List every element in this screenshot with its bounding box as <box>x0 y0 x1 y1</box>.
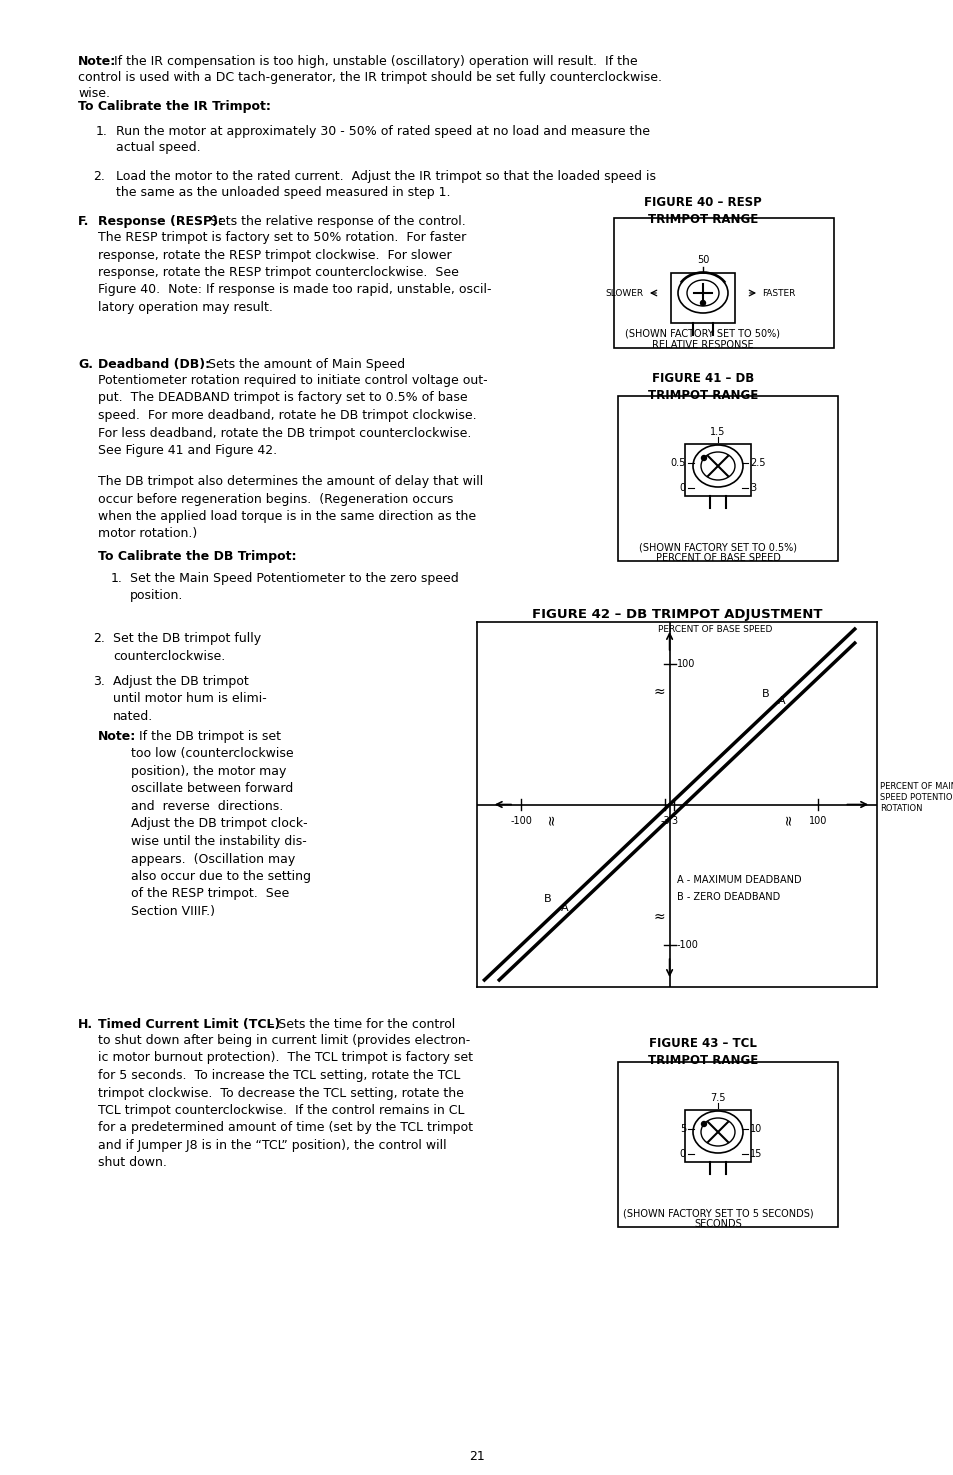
Text: Note:: Note: <box>78 55 116 68</box>
Text: ≈: ≈ <box>543 813 558 825</box>
Text: G.: G. <box>78 358 92 372</box>
Text: RELATIVE RESPONSE: RELATIVE RESPONSE <box>652 341 753 350</box>
Text: actual speed.: actual speed. <box>116 142 200 153</box>
Text: To Calibrate the IR Trimpot:: To Calibrate the IR Trimpot: <box>78 100 271 114</box>
Text: 10: 10 <box>749 1124 761 1134</box>
Text: Set the DB trimpot fully
counterclockwise.: Set the DB trimpot fully counterclockwis… <box>112 631 261 662</box>
Text: 21: 21 <box>469 1450 484 1463</box>
Text: PERCENT OF MAIN
SPEED POTENTIOMETER
ROTATION: PERCENT OF MAIN SPEED POTENTIOMETER ROTA… <box>879 782 953 813</box>
Text: (SHOWN FACTORY SET TO 50%): (SHOWN FACTORY SET TO 50%) <box>625 329 780 339</box>
Text: Note:: Note: <box>98 730 136 743</box>
Text: If the IR compensation is too high, unstable (oscillatory) operation will result: If the IR compensation is too high, unst… <box>113 55 637 68</box>
Text: B: B <box>543 894 551 904</box>
Text: FIGURE 43 – TCL
TRIMPOT RANGE: FIGURE 43 – TCL TRIMPOT RANGE <box>647 1037 758 1066</box>
Text: 15: 15 <box>749 1149 761 1159</box>
Text: Deadband (DB):: Deadband (DB): <box>98 358 210 372</box>
Text: (SHOWN FACTORY SET TO 0.5%): (SHOWN FACTORY SET TO 0.5%) <box>639 541 796 552</box>
FancyBboxPatch shape <box>684 1111 750 1162</box>
Text: SLOWER: SLOWER <box>605 289 643 298</box>
FancyBboxPatch shape <box>684 444 750 496</box>
Text: 100: 100 <box>808 816 826 826</box>
Text: ≈: ≈ <box>653 910 664 923</box>
Text: 2.: 2. <box>92 631 105 645</box>
Text: 100: 100 <box>677 659 695 670</box>
Bar <box>618 1062 837 1227</box>
Text: SECONDS: SECONDS <box>694 1218 741 1229</box>
Text: 3: 3 <box>749 482 756 493</box>
Bar <box>614 218 833 348</box>
Text: FIGURE 42 – DB TRIMPOT ADJUSTMENT: FIGURE 42 – DB TRIMPOT ADJUSTMENT <box>531 608 821 621</box>
Text: A: A <box>560 903 568 913</box>
Text: – Sets the time for the control: – Sets the time for the control <box>260 1018 455 1031</box>
Circle shape <box>700 301 705 305</box>
Text: FASTER: FASTER <box>761 289 795 298</box>
Text: to shut down after being in current limit (provides electron-
ic motor burnout p: to shut down after being in current limi… <box>98 1034 473 1170</box>
Text: 0: 0 <box>679 1149 685 1159</box>
Text: wise.: wise. <box>78 87 110 100</box>
Text: Adjust the DB trimpot
until motor hum is elimi-
nated.: Adjust the DB trimpot until motor hum is… <box>112 676 267 723</box>
Text: 1.: 1. <box>111 572 123 586</box>
Text: 50: 50 <box>696 255 708 266</box>
Text: 1.: 1. <box>96 125 108 139</box>
Text: Load the motor to the rated current.  Adjust the IR trimpot so that the loaded s: Load the motor to the rated current. Adj… <box>116 170 656 183</box>
Text: control is used with a DC tach-generator, the IR trimpot should be set fully cou: control is used with a DC tach-generator… <box>78 71 661 84</box>
Text: B - ZERO DEADBAND: B - ZERO DEADBAND <box>677 891 780 901</box>
Bar <box>618 395 837 560</box>
Text: 3.: 3. <box>92 676 105 687</box>
Text: -100: -100 <box>510 816 532 826</box>
Text: 3: 3 <box>670 816 677 826</box>
Text: PERCENT OF BASE SPEED: PERCENT OF BASE SPEED <box>657 625 771 634</box>
Text: 0: 0 <box>679 482 685 493</box>
Text: (SHOWN FACTORY SET TO 5 SECONDS): (SHOWN FACTORY SET TO 5 SECONDS) <box>622 1208 813 1218</box>
Circle shape <box>700 1121 706 1127</box>
Text: The RESP trimpot is factory set to 50% rotation.  For faster
response, rotate th: The RESP trimpot is factory set to 50% r… <box>98 232 491 314</box>
Text: Run the motor at approximately 30 - 50% of rated speed at no load and measure th: Run the motor at approximately 30 - 50% … <box>116 125 649 139</box>
Text: 2.5: 2.5 <box>749 459 764 468</box>
Circle shape <box>700 456 706 460</box>
Text: 0.5: 0.5 <box>670 459 685 468</box>
Text: 7.5: 7.5 <box>709 1093 725 1103</box>
Text: -100: -100 <box>677 940 699 950</box>
Text: If the DB trimpot is set
too low (counterclockwise
position), the motor may
osci: If the DB trimpot is set too low (counte… <box>131 730 311 917</box>
Text: H.: H. <box>78 1018 93 1031</box>
Text: the same as the unloaded speed measured in step 1.: the same as the unloaded speed measured … <box>116 186 450 199</box>
Text: F.: F. <box>78 215 90 229</box>
Text: ≈: ≈ <box>653 686 664 699</box>
Text: 5: 5 <box>679 1124 685 1134</box>
Text: 2.: 2. <box>92 170 105 183</box>
Text: PERCENT OF BASE SPEED: PERCENT OF BASE SPEED <box>655 553 780 563</box>
Text: -3: -3 <box>659 816 669 826</box>
Text: FIGURE 41 – DB
TRIMPOT RANGE: FIGURE 41 – DB TRIMPOT RANGE <box>647 372 758 403</box>
Text: Response (RESP):: Response (RESP): <box>98 215 223 229</box>
Text: To Calibrate the DB Trimpot:: To Calibrate the DB Trimpot: <box>98 550 296 563</box>
Text: Sets the amount of Main Speed: Sets the amount of Main Speed <box>195 358 405 372</box>
Text: B: B <box>760 689 768 699</box>
Text: A: A <box>777 696 784 707</box>
Text: Set the Main Speed Potentiometer to the zero speed
position.: Set the Main Speed Potentiometer to the … <box>130 572 458 602</box>
FancyBboxPatch shape <box>670 273 734 323</box>
Text: ≈: ≈ <box>781 813 794 825</box>
Text: Sets the relative response of the control.: Sets the relative response of the contro… <box>202 215 465 229</box>
Text: Timed Current Limit (TCL): Timed Current Limit (TCL) <box>98 1018 280 1031</box>
Text: Potentiometer rotation required to initiate control voltage out-
put.  The DEADB: Potentiometer rotation required to initi… <box>98 375 487 457</box>
Text: A - MAXIMUM DEADBAND: A - MAXIMUM DEADBAND <box>677 875 801 885</box>
Text: 1.5: 1.5 <box>710 426 725 437</box>
Text: The DB trimpot also determines the amount of delay that will
occur before regene: The DB trimpot also determines the amoun… <box>98 475 483 540</box>
Text: FIGURE 40 – RESP
TRIMPOT RANGE: FIGURE 40 – RESP TRIMPOT RANGE <box>643 196 761 226</box>
